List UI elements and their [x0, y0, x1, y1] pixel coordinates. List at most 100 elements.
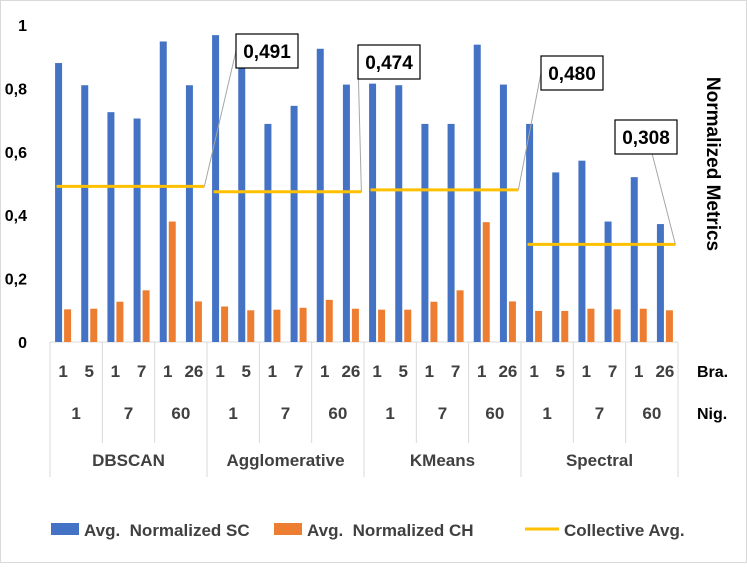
callout-value: 0,491 — [243, 42, 291, 63]
bar-sc — [133, 118, 141, 342]
bar-ch — [613, 309, 621, 342]
callout-leader — [517, 72, 542, 190]
x-category-label: 1 — [215, 362, 224, 381]
y-axis-title: Normalized Metrics — [702, 77, 723, 251]
callout-box — [540, 55, 604, 91]
x-category-label: 1 — [372, 362, 381, 381]
bar-layer — [55, 35, 673, 343]
x-group-label: DBSCAN — [92, 451, 165, 470]
bar-sc — [630, 177, 638, 342]
bar-ch — [325, 299, 333, 342]
legend: Avg. Normalized SC Avg. Normalized CH Coll… — [51, 521, 685, 540]
bar-ch — [194, 301, 202, 342]
x-category-label: 26 — [498, 362, 517, 381]
bar-ch — [378, 309, 386, 342]
bar-sc — [473, 44, 481, 343]
y-tick-label: 0 — [18, 335, 27, 352]
bar-ch — [508, 301, 516, 342]
x-category-label: 7 — [294, 362, 303, 381]
bar-sc — [264, 123, 272, 343]
x-category-label: 1 — [529, 362, 538, 381]
x-category-label: 1 — [163, 362, 172, 381]
x-subgroup-label: 60 — [171, 404, 190, 423]
y-tick-label: 0,4 — [5, 208, 27, 225]
bar-sc — [81, 85, 89, 342]
bar-sc — [395, 85, 403, 342]
x-category-label: 5 — [242, 362, 251, 381]
bar-sc — [526, 123, 534, 343]
x-category-label: 1 — [111, 362, 120, 381]
bar-ch — [351, 308, 359, 342]
bar-ch — [221, 306, 229, 342]
x-category-label: 1 — [634, 362, 643, 381]
x-category-label: 1 — [477, 362, 486, 381]
x-subgroup-label: 1 — [542, 404, 551, 423]
bar-ch — [90, 308, 98, 342]
callout-leader — [203, 50, 237, 187]
x-level-label: Nig. — [697, 406, 727, 423]
x-category-label: 1 — [320, 362, 329, 381]
bar-ch — [247, 310, 255, 342]
bar-sc — [656, 224, 664, 342]
callout-box — [235, 33, 299, 69]
bar-sc — [290, 105, 298, 343]
legend-item-sc-label: Avg. Normalized SC — [84, 521, 250, 540]
bar-sc — [447, 123, 455, 343]
bar-sc — [212, 35, 220, 342]
legend-item-ch-label: Avg. Normalized CH — [307, 521, 474, 540]
bar-ch — [116, 301, 124, 342]
x-category-label: 1 — [58, 362, 67, 381]
x-group-label: KMeans — [410, 451, 475, 470]
x-category-label: 5 — [399, 362, 408, 381]
x-subgroup-label: 7 — [124, 404, 133, 423]
x-subgroup-label: 1 — [228, 404, 237, 423]
x-category-label: 7 — [451, 362, 460, 381]
x-category-label: 1 — [268, 362, 277, 381]
annotation-layer: 0,491 0,474 0,480 0,308 — [203, 33, 678, 245]
bar-ch — [639, 308, 647, 342]
bar-sc — [342, 84, 350, 342]
bar-sc — [107, 112, 115, 342]
bar-ch — [561, 310, 569, 342]
x-subgroup-label: 7 — [281, 404, 290, 423]
x-category-label: 7 — [608, 362, 617, 381]
callout-value: 0,308 — [622, 128, 670, 149]
x-subgroup-label: 60 — [485, 404, 504, 423]
bar-sc — [316, 48, 324, 343]
y-tick-label: 0,6 — [5, 145, 27, 162]
x-category-label: 1 — [582, 362, 591, 381]
bar-ch — [168, 221, 176, 342]
bar-ch — [142, 290, 150, 342]
bar-sc — [552, 172, 560, 342]
x-subgroup-label: 7 — [438, 404, 447, 423]
line-layer — [56, 184, 676, 246]
callout-leader — [357, 61, 362, 192]
bar-ch — [456, 290, 464, 342]
bar-sc — [159, 41, 167, 342]
x-level-label: Bra. — [697, 364, 728, 381]
bar-ch — [587, 308, 595, 342]
callout-leader — [651, 153, 676, 245]
callout-value: 0,474 — [365, 53, 413, 74]
bar-sc — [421, 123, 429, 343]
bar-sc — [55, 63, 63, 342]
bar-ch — [404, 309, 412, 342]
x-category-label: 26 — [655, 362, 674, 381]
bar-sc — [369, 83, 377, 343]
x-category-label: 1 — [425, 362, 434, 381]
bar-ch — [299, 307, 307, 342]
x-subgroup-label: 60 — [642, 404, 661, 423]
x-subgroup-label: 1 — [385, 404, 394, 423]
bar-ch — [64, 309, 72, 342]
y-tick-label: 1 — [18, 18, 27, 35]
legend-item-avg-label: Collective Avg. — [564, 521, 685, 540]
bar-ch — [430, 301, 438, 342]
legend-item-sc-swatch — [51, 523, 79, 535]
x-subgroup-label: 60 — [328, 404, 347, 423]
x-subgroup-label: 1 — [71, 404, 80, 423]
bar-sc — [238, 62, 246, 342]
bar-ch — [535, 310, 543, 342]
